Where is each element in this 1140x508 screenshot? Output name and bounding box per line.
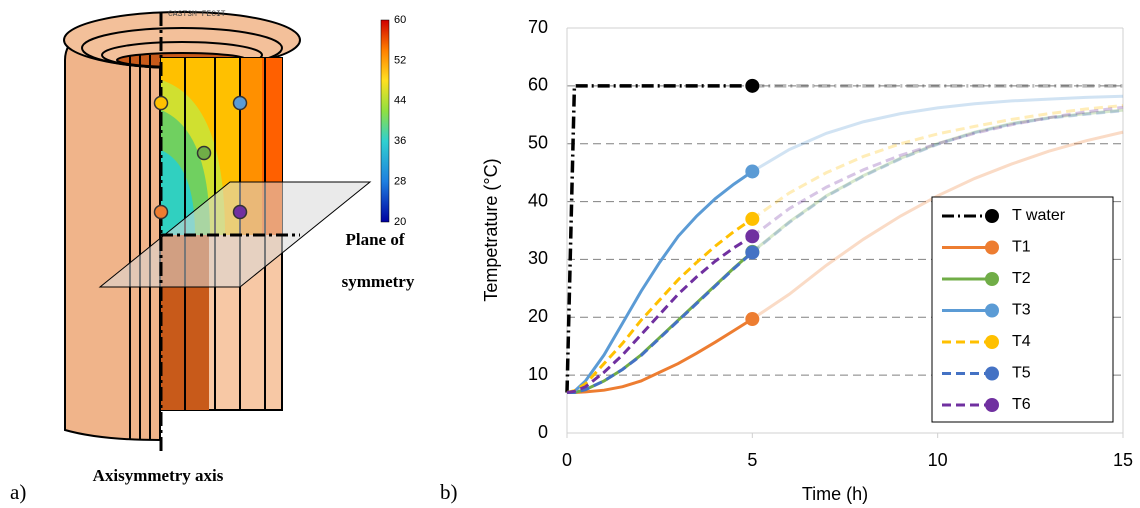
cylinder-diagram: CAST3M FECIT Plane of symmetry Axisymmet… [63, 10, 415, 485]
legend-marker [985, 398, 999, 412]
series-marker [745, 164, 760, 179]
x-axis-label: Time (h) [802, 484, 868, 504]
legend-marker [985, 209, 999, 223]
y-tick-label: 30 [528, 248, 548, 268]
series-line-projection [751, 94, 1124, 173]
colorbar-tick-label: 52 [394, 54, 406, 66]
x-tick-label: 15 [1113, 450, 1133, 470]
panel-label: a) [10, 480, 26, 504]
series-marker [745, 211, 760, 226]
series-marker [745, 312, 760, 327]
legend-marker [985, 303, 999, 318]
x-tick-label: 0 [562, 450, 572, 470]
contour [161, 150, 195, 235]
legend-marker [985, 366, 999, 381]
series-line [566, 170, 754, 394]
stamp: CAST3M FECIT [168, 10, 226, 19]
y-tick-label: 40 [528, 190, 548, 210]
legend-label: T6 [1012, 396, 1031, 413]
probe [196, 145, 212, 161]
colorbar-tick-label: 36 [394, 135, 406, 147]
y-tick-label: 70 [528, 17, 548, 37]
y-tick-label: 0 [538, 422, 548, 442]
series-marker [745, 245, 760, 260]
colorbar-tick-label: 60 [394, 14, 406, 26]
series-line-projection [751, 109, 1124, 254]
series-line [566, 235, 754, 394]
colorbar-tick-label: 44 [394, 95, 406, 107]
legend-label: T2 [1012, 270, 1031, 287]
series-marker [745, 229, 760, 244]
probe [153, 95, 169, 111]
panel-label: b) [440, 480, 458, 504]
legend-label: T water [1012, 207, 1066, 224]
axis-label: Axisymmetry axis [93, 466, 224, 485]
colorbar [380, 19, 390, 223]
series-marker [745, 78, 760, 93]
legend-marker [985, 335, 999, 349]
colorbar-tick-label: 20 [394, 216, 406, 228]
y-tick-label: 20 [528, 306, 548, 326]
legend-label: T5 [1012, 365, 1031, 382]
legend-label: T3 [1012, 302, 1031, 319]
plane-label: Plane of [345, 230, 404, 249]
probe [232, 95, 248, 111]
legend-marker [985, 240, 999, 255]
cylinder-body [64, 18, 161, 442]
series-line-projection [751, 108, 1124, 254]
series-line [565, 84, 753, 393]
series-line [566, 217, 754, 394]
series-line-projection [751, 105, 1124, 238]
x-tick-label: 10 [928, 450, 948, 470]
legend-label: T1 [1012, 239, 1031, 256]
legend-marker [985, 272, 999, 286]
plane-label: symmetry [342, 272, 415, 291]
series-line [567, 317, 754, 394]
y-axis-label: Tempetrature (°C) [481, 158, 501, 301]
y-tick-label: 60 [528, 75, 548, 95]
series-line [567, 251, 754, 394]
probe [232, 204, 248, 220]
legend: T water T1 T2 T3 T4 T5 T6 [931, 196, 1114, 423]
legend-label: T4 [1012, 333, 1031, 350]
y-tick-label: 10 [528, 364, 548, 384]
probe [153, 204, 169, 220]
colorbar-tick-label: 28 [394, 176, 406, 188]
x-tick-label: 5 [747, 450, 757, 470]
series-line-projection [751, 130, 1124, 321]
series-line-projection [751, 104, 1124, 221]
y-tick-label: 50 [528, 132, 548, 152]
